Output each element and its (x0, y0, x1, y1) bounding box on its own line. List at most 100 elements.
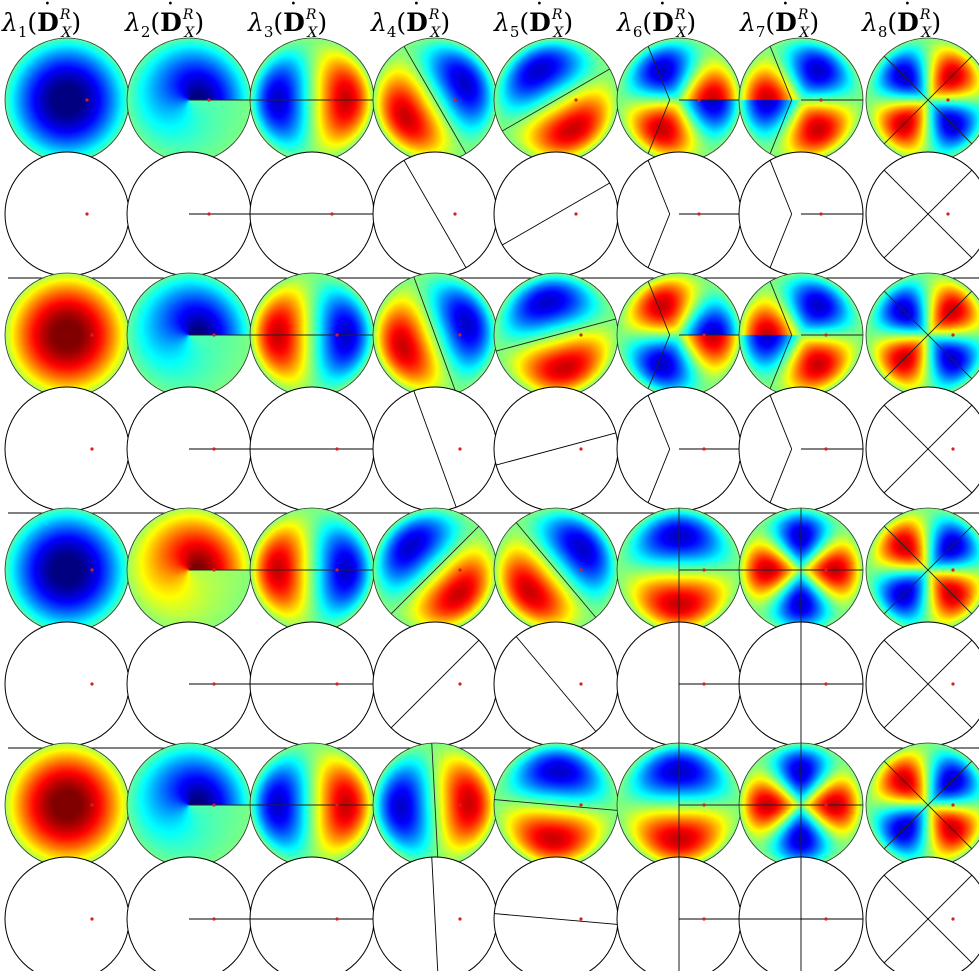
operator-subscript: X (921, 25, 932, 41)
eigenvalue-index: 3 (263, 23, 274, 41)
operator-superscript: R (59, 7, 71, 23)
nodal-line (502, 182, 610, 246)
singular-point-marker (207, 98, 211, 102)
singular-point-marker (574, 98, 578, 102)
nodal-diagram-g1-c8 (865, 151, 979, 277)
heatmap-nodal-line (647, 99, 671, 155)
singular-point-marker (579, 333, 583, 337)
singular-point-marker (458, 333, 462, 337)
nodal-line (883, 639, 973, 729)
singular-point-marker (824, 568, 828, 572)
nodal-line (495, 432, 617, 466)
eigenfunction-heatmap-g2-c1 (5, 273, 129, 397)
nodal-diagram-g2-c1 (4, 386, 130, 512)
nodal-line (769, 394, 793, 450)
operator-symbol: D (160, 0, 182, 38)
lambda-symbol: λ (494, 8, 510, 37)
heatmap-nodal-line (769, 280, 793, 336)
operator-subscript: X (61, 25, 72, 41)
lambda-symbol: λ (617, 8, 633, 37)
eigenvalue-index: 5 (509, 23, 520, 41)
singular-point-marker (702, 917, 706, 921)
heatmap-nodal-line (883, 55, 973, 145)
nodal-diagram-g4-c3 (249, 856, 375, 971)
singular-point-marker (579, 568, 583, 572)
heatmap-nodal-line (494, 799, 618, 811)
nodal-line (403, 160, 467, 268)
singular-point-marker (702, 447, 706, 451)
nodal-diagram-g2-c8 (865, 386, 979, 512)
column-header-2: λ2(DRX) (125, 0, 204, 47)
singular-point-marker (212, 803, 216, 807)
lambda-symbol: λ (740, 8, 756, 37)
eigenvalue-index: 2 (140, 23, 151, 41)
operator-subscript: X (184, 25, 195, 41)
singular-point-marker (579, 447, 583, 451)
singular-point-marker (824, 682, 828, 686)
nodal-diagram-g3-c1 (4, 621, 130, 747)
operator-symbol: D (529, 0, 551, 38)
singular-point-marker (212, 682, 216, 686)
heatmap-nodal-line (883, 290, 973, 380)
operator-superscript: R (551, 7, 563, 23)
lambda-symbol: λ (862, 8, 878, 37)
column-header-8: λ8(DRX) (862, 0, 941, 47)
nodal-line (647, 448, 671, 504)
column-header-1: λ1(DRX) (2, 0, 81, 47)
nodal-line (883, 874, 973, 964)
singular-point-marker (697, 98, 701, 102)
operator-superscript: R (305, 7, 317, 23)
singular-point-marker (453, 98, 457, 102)
operator-superscript: R (674, 7, 686, 23)
singular-point-marker (824, 917, 828, 921)
column-header-3: λ3(DRX) (248, 0, 327, 47)
eigenfunction-heatmap-g1-c1 (5, 38, 129, 162)
singular-point-marker (458, 917, 462, 921)
nodal-line (647, 159, 671, 215)
singular-point-marker (335, 333, 339, 337)
singular-point-marker (458, 682, 462, 686)
operator-subscript: X (799, 25, 810, 41)
heatmap-nodal-line (647, 45, 671, 101)
heatmap-nodal-line (495, 318, 617, 352)
singular-point-marker (702, 803, 706, 807)
heatmap-nodal-line (647, 334, 671, 390)
nodal-line (431, 857, 439, 971)
singular-point-marker (702, 333, 706, 337)
heatmap-nodal-line (431, 743, 439, 867)
nodal-diagram-g3-c8 (865, 621, 979, 747)
singular-point-marker (90, 447, 94, 451)
eigenvalue-index: 6 (632, 23, 643, 41)
operator-subscript: X (553, 25, 564, 41)
lambda-symbol: λ (371, 8, 387, 37)
singular-point-marker (85, 212, 89, 216)
singular-point-marker (335, 447, 339, 451)
nodal-line (494, 913, 618, 925)
operator-symbol: D (37, 0, 59, 38)
operator-symbol: D (406, 0, 428, 38)
eigenfunction-heatmap-g1-c8 (866, 38, 979, 162)
singular-point-marker (951, 917, 955, 921)
singular-point-marker (212, 917, 216, 921)
singular-point-marker (951, 568, 955, 572)
nodal-line (769, 448, 793, 504)
heatmap-nodal-line (769, 334, 793, 390)
column-header-7: λ7(DRX) (740, 0, 819, 47)
nodal-line (515, 636, 597, 732)
heatmap-nodal-line (769, 45, 793, 101)
eigenvalue-index: 1 (17, 23, 28, 41)
singular-point-marker (824, 333, 828, 337)
singular-point-marker (951, 682, 955, 686)
singular-point-marker (335, 568, 339, 572)
eigenfunction-heatmap-g3-c8 (866, 508, 979, 632)
eigenfunction-heatmap-g4-c8 (866, 743, 979, 867)
heatmap-nodal-line (413, 276, 457, 394)
operator-symbol: D (897, 0, 919, 38)
column-header-6: λ6(DRX) (617, 0, 696, 47)
singular-point-marker (579, 803, 583, 807)
singular-point-marker (212, 568, 216, 572)
nodal-diagram-g4-c5 (493, 856, 619, 971)
nodal-line (647, 394, 671, 450)
eigenvalue-index: 7 (755, 23, 766, 41)
